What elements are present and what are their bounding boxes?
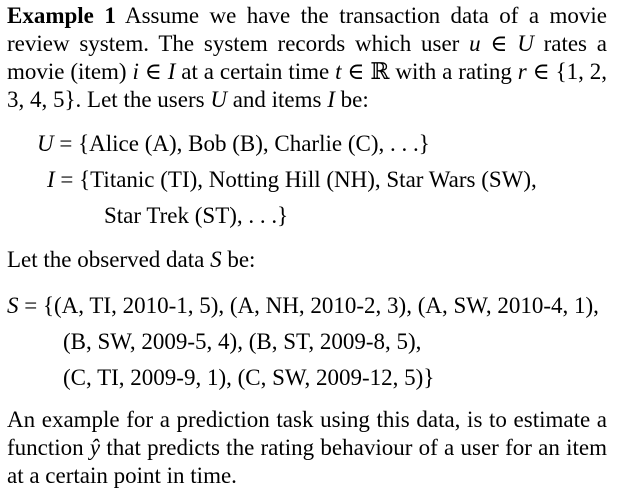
data-set-rhs-2: (B, SW, 2009-5, 4), (B, ST, 2009-8, 5), [63, 329, 422, 354]
be-text: be: [334, 87, 369, 112]
rating-set-text: ∈ {1, 2, 3, 4, 5}. Let the users [7, 59, 608, 112]
users-U: U [210, 87, 227, 112]
in-symbol-1: ∈ [480, 31, 518, 56]
users-rhs: = {Alice (A), Bob (B), Charlie (C), . . … [53, 131, 430, 156]
at-time-text: at a certain time [175, 59, 336, 84]
items-lhs: I [47, 167, 55, 192]
var-yhat: ŷ [89, 435, 101, 460]
example-label: Example 1 [7, 3, 116, 28]
var-S: S [210, 247, 222, 272]
set-I: I [167, 59, 176, 84]
observed-sentence: Let the observed data S be: [7, 246, 255, 274]
example-intro: Assume we have the transaction data of a… [7, 3, 608, 56]
rates-text: rates a movie (item) [7, 31, 607, 84]
data-set-rhs-1: = {(A, TI, 2010-1, 5), (A, NH, 2010-2, 3… [18, 293, 599, 318]
data-set-lhs: S [7, 293, 19, 318]
conclusion-paragraph: An example for a prediction task using t… [7, 406, 607, 490]
items-rhs-2: Star Trek (ST), . . .} [104, 203, 289, 228]
conclusion-post: that predicts the rating behaviour of a … [7, 435, 607, 488]
set-U: U [517, 31, 534, 56]
users-lhs: U [37, 131, 54, 156]
and-items-text: and items [226, 87, 328, 112]
conclusion-pre: An example for a prediction task using t… [7, 407, 607, 460]
observed-pre: Let the observed data [7, 247, 211, 272]
in-symbol-2: ∈ [138, 59, 168, 84]
data-set-rhs-3: (C, TI, 2009-9, 1), (C, SW, 2009-12, 5)} [63, 365, 435, 390]
items-definition: I = {Titanic (TI), Notting Hill (NH), St… [47, 166, 537, 194]
observed-post: be: [221, 247, 256, 272]
var-r: r [517, 59, 527, 84]
var-t: t [335, 59, 342, 84]
in-reals-text: ∈ ℝ with a rating [341, 59, 518, 84]
data-set-line-1: S = {(A, TI, 2010-1, 5), (A, NH, 2010-2,… [7, 292, 599, 320]
example-paragraph: Example 1 Assume we have the transaction… [7, 2, 607, 114]
items-I: I [327, 87, 335, 112]
data-set-line-2: (B, SW, 2009-5, 4), (B, ST, 2009-8, 5), [63, 328, 421, 356]
items-rhs-1: = {Titanic (TI), Notting Hill (NH), Star… [54, 167, 537, 192]
data-set-line-3: (C, TI, 2009-9, 1), (C, SW, 2009-12, 5)} [63, 364, 434, 392]
users-definition: U = {Alice (A), Bob (B), Charlie (C), . … [37, 130, 430, 158]
var-u: u [469, 31, 481, 56]
items-definition-cont: Star Trek (ST), . . .} [104, 202, 288, 230]
var-i: i [132, 59, 139, 84]
